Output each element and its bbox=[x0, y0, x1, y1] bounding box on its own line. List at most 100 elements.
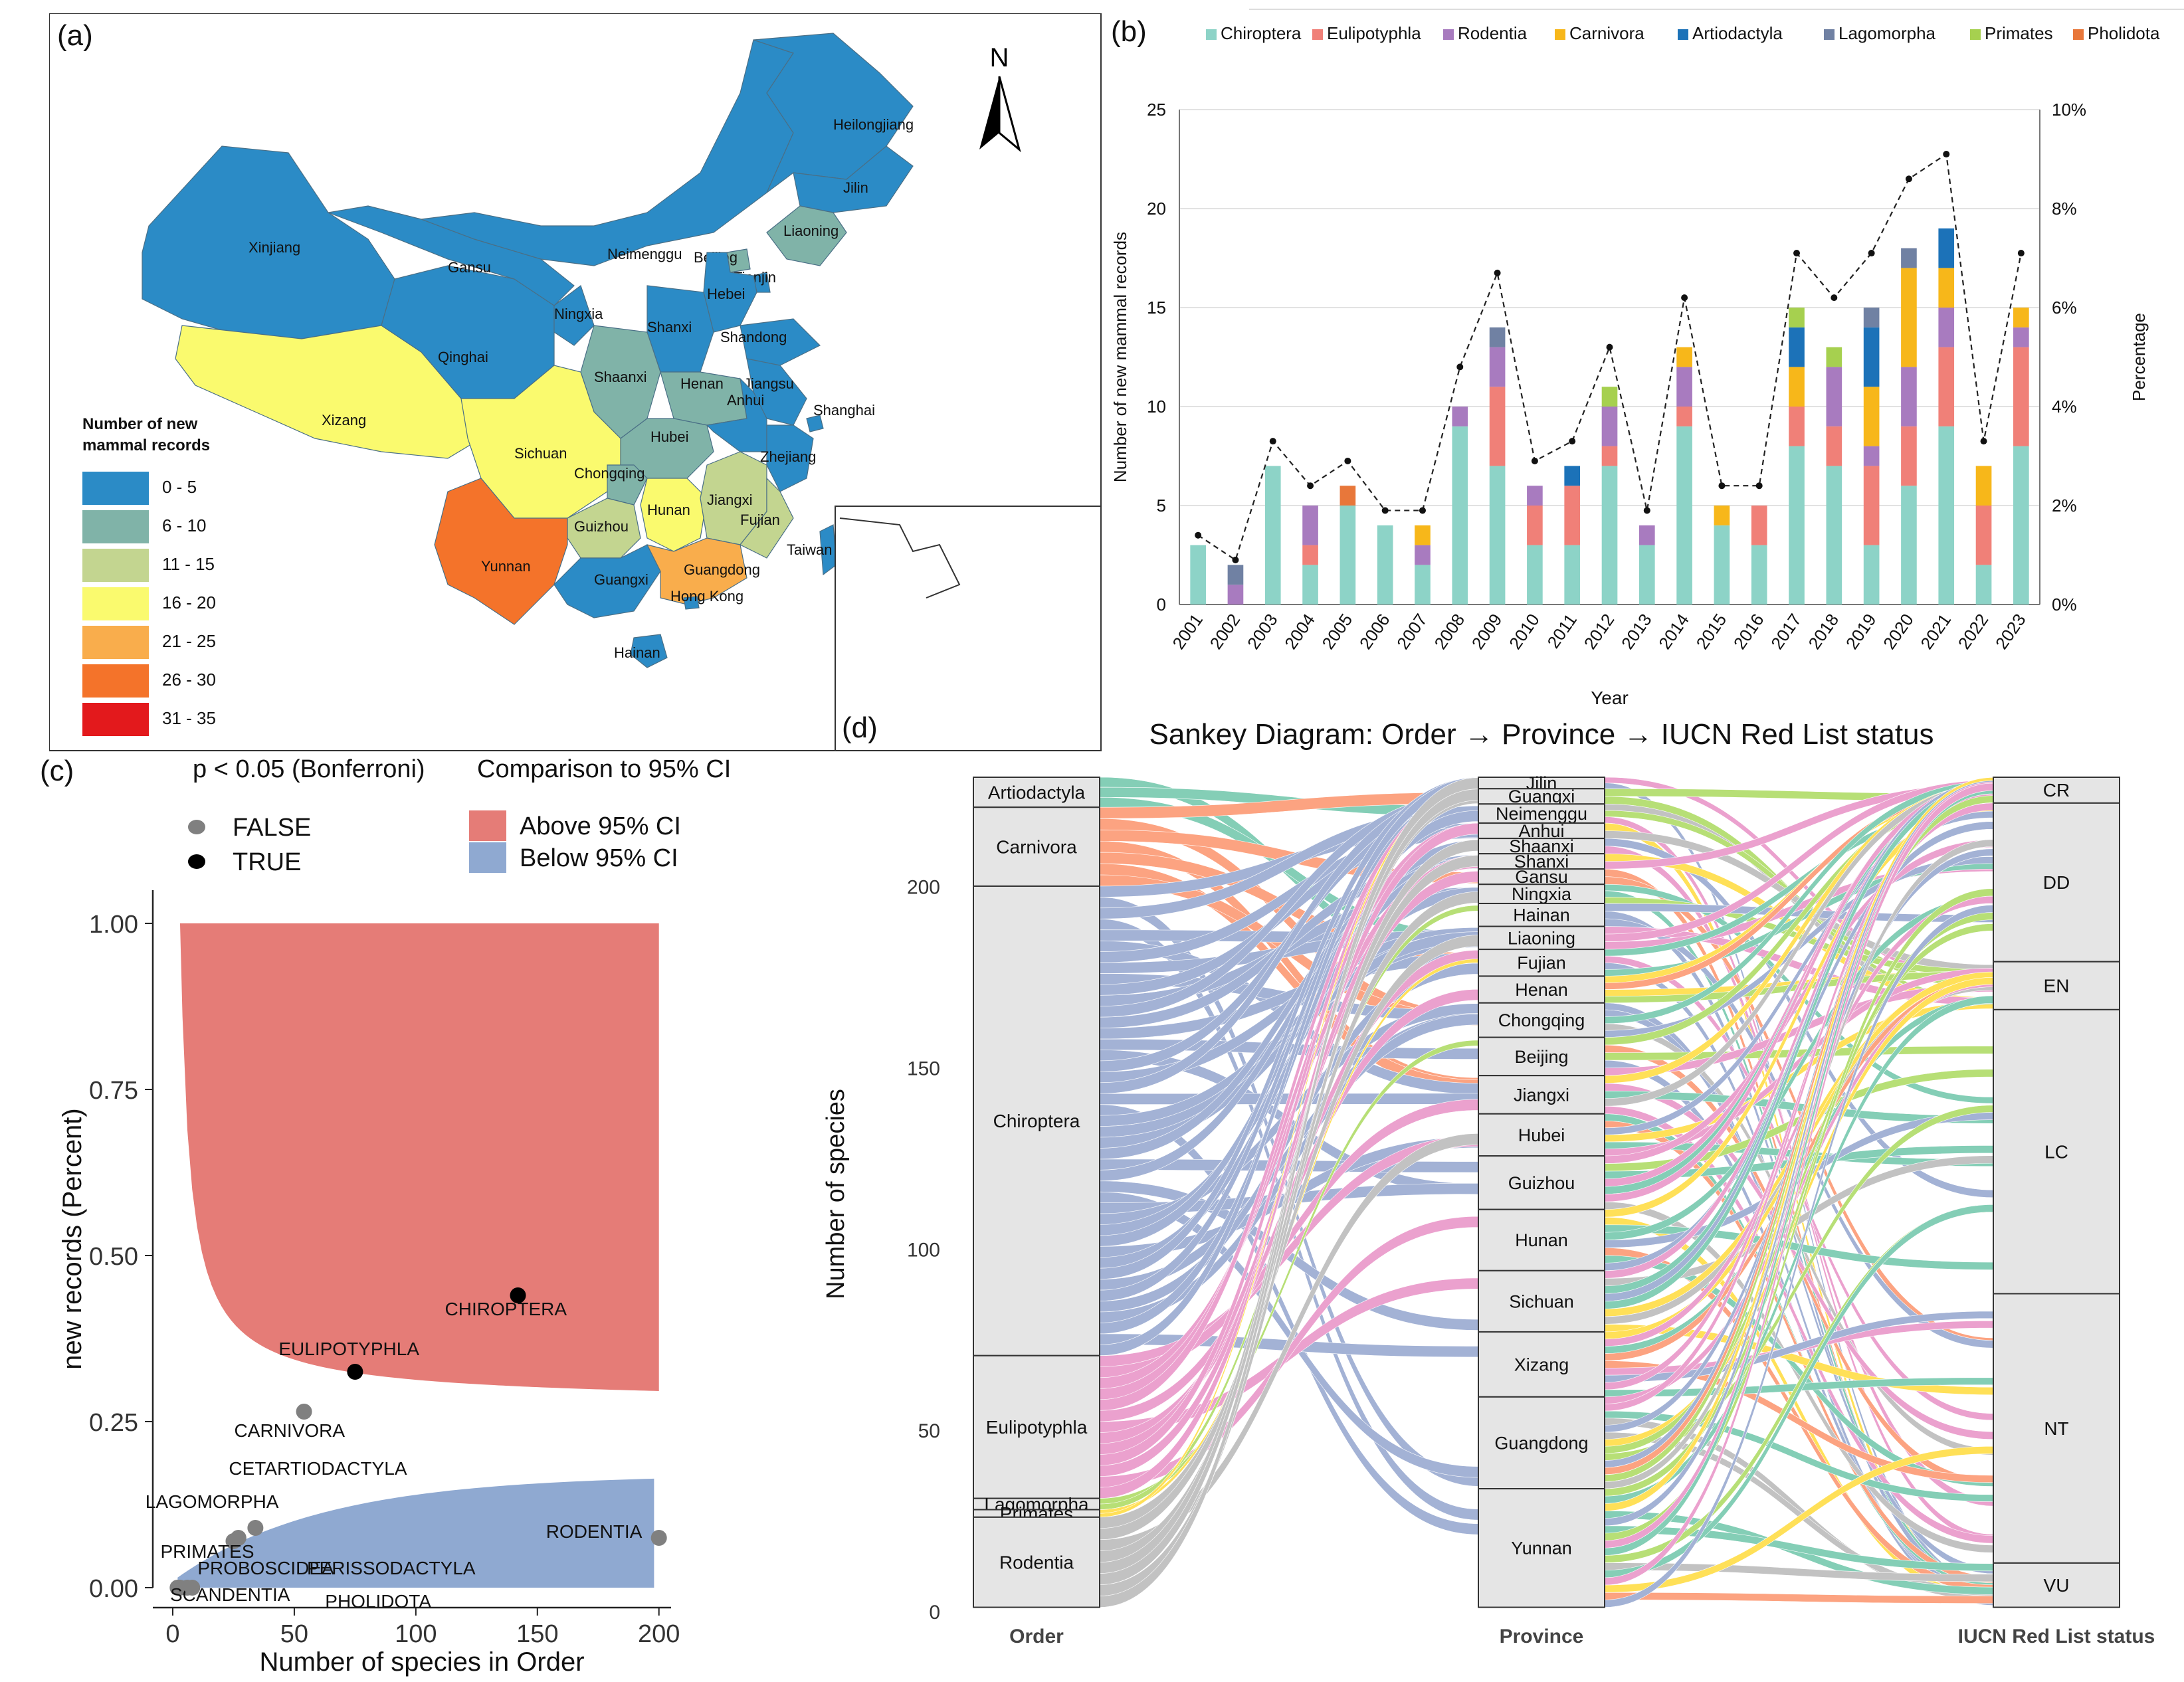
bar-segment-chiroptera bbox=[2013, 446, 2029, 605]
node-label: Neimenggu bbox=[1496, 804, 1587, 824]
y-tick-label: 100 bbox=[907, 1239, 940, 1261]
bar-segment-carnivora bbox=[1975, 466, 1992, 506]
x-axis-title: Number of species in Order bbox=[259, 1647, 584, 1677]
node-chongqing bbox=[1478, 1002, 1605, 1038]
node-yunnan bbox=[1478, 1488, 1605, 1608]
bar-segment-eulipotyphla bbox=[1601, 446, 1618, 466]
province-ningxia bbox=[553, 285, 595, 346]
bar-segment-chiroptera bbox=[1452, 426, 1468, 605]
bar-segment-chiroptera bbox=[1938, 426, 1955, 605]
percentage-point bbox=[1569, 438, 1576, 445]
node-label: Shaanxi bbox=[1509, 836, 1574, 856]
x-tick-label: 2014 bbox=[1654, 610, 1693, 653]
node-guizhou bbox=[1478, 1155, 1605, 1210]
node-label: Shanxi bbox=[1514, 852, 1569, 872]
node-cr bbox=[1993, 777, 2120, 804]
bar-segment-rodentia bbox=[1863, 446, 1880, 466]
percentage-point bbox=[1381, 507, 1389, 514]
percentage-point bbox=[1195, 531, 1202, 539]
node-label: Anhui bbox=[1518, 821, 1564, 841]
ci-legend-label: Below 95% CI bbox=[520, 844, 678, 872]
panel-tag-a: (a) bbox=[57, 19, 93, 52]
bar-segment-eulipotyphla bbox=[1901, 426, 1917, 486]
legend-label: 0 - 5 bbox=[162, 477, 197, 497]
node-label: Gansu bbox=[1515, 867, 1568, 887]
x-tick-label: 2004 bbox=[1280, 610, 1319, 653]
x-tick-label: 2022 bbox=[1954, 610, 1993, 653]
point-scandentia bbox=[171, 1580, 188, 1596]
stage-label: IUCN Red List status bbox=[1958, 1626, 2155, 1647]
bar-segment-primates bbox=[1601, 387, 1618, 407]
legend-swatch bbox=[82, 664, 149, 698]
x-tick-label: 0 bbox=[165, 1620, 179, 1648]
node-label: Sichuan bbox=[1509, 1291, 1574, 1311]
node-label: Guangdong bbox=[1494, 1433, 1588, 1453]
north-label: N bbox=[990, 43, 1009, 72]
node-lc bbox=[1993, 1008, 2120, 1295]
province-label: Shaanxi bbox=[594, 369, 647, 385]
legend-label: Rodentia bbox=[1458, 23, 1528, 43]
percentage-point bbox=[1905, 175, 1912, 183]
province-label: Ningxia bbox=[554, 306, 603, 322]
province-nodes: JilinGuangxiNeimengguAnhuiShaanxiShanxiG… bbox=[1478, 773, 1605, 1608]
y2-axis-title: Percentage bbox=[2129, 313, 2149, 401]
y-tick-label: 1.00 bbox=[89, 911, 138, 939]
y2-tick-label: 0% bbox=[2052, 595, 2077, 614]
legend-swatch bbox=[82, 703, 149, 736]
legend-title: mammal records bbox=[82, 436, 210, 454]
province-label: Neimenggu bbox=[607, 246, 682, 262]
order-nodes: Artiodactyla Carnivora Chiroptera Eulipotyp… bbox=[973, 777, 1100, 1608]
point-chiroptera bbox=[510, 1287, 526, 1303]
percentage-point bbox=[2017, 250, 2025, 257]
legend-label: 21 - 25 bbox=[162, 631, 216, 651]
node-eulipotyphla bbox=[973, 1355, 1100, 1499]
bar-segment-rodentia bbox=[1938, 308, 1955, 347]
node-label: Chiroptera bbox=[993, 1111, 1080, 1131]
panel-b: (b) Chiroptera Eulipotyphla Rodentia Carnivo… bbox=[1103, 0, 2184, 737]
bar-segment-carnivora bbox=[1789, 367, 1805, 407]
bar-segment-chiroptera bbox=[1264, 466, 1281, 605]
bar-segment-rodentia bbox=[1676, 367, 1692, 407]
node-sichuan bbox=[1478, 1269, 1605, 1333]
percentage-point bbox=[1269, 438, 1276, 445]
percentage-point bbox=[1232, 556, 1239, 563]
bar-segment-chiroptera bbox=[1901, 486, 1917, 605]
point-rodentia bbox=[650, 1530, 667, 1546]
node-neimenggu bbox=[1478, 803, 1605, 824]
bar-segment-rodentia bbox=[1302, 506, 1318, 545]
bar-segment-rodentia bbox=[1901, 367, 1917, 426]
province-label: Hong Kong bbox=[670, 588, 744, 605]
sig-legend-label: FALSE bbox=[233, 814, 311, 842]
bar-segment-eulipotyphla bbox=[1676, 407, 1692, 426]
x-tick-label: 2023 bbox=[1991, 610, 2030, 653]
bar-segment-eulipotyphla bbox=[1826, 426, 1842, 466]
legend-swatch-eulipotyphla bbox=[1312, 29, 1323, 40]
bar-segment-chiroptera bbox=[1601, 466, 1618, 605]
y-tick-label: 15 bbox=[1147, 298, 1166, 318]
province-hainan bbox=[630, 634, 668, 668]
province-shandong bbox=[740, 318, 821, 366]
bar-segment-chiroptera bbox=[1638, 545, 1655, 605]
bar-segment-rodentia bbox=[1826, 367, 1842, 426]
ci-legend-title: Comparison to 95% CI bbox=[477, 755, 731, 783]
panel-tag-c: (c) bbox=[40, 755, 74, 787]
y-tick-label: 20 bbox=[1147, 199, 1166, 219]
x-tick-label: 2010 bbox=[1505, 610, 1543, 653]
sankey-ribbon bbox=[1604, 1592, 1994, 1604]
china-map: (a) Xinjiang Xizang Qinghai Gansu Neimenggu He… bbox=[49, 13, 1102, 751]
point-label: EULIPOTYPHLA bbox=[278, 1339, 419, 1359]
x-tick-label: 50 bbox=[280, 1620, 308, 1648]
province-guizhou bbox=[567, 498, 641, 559]
x-tick-label: 2015 bbox=[1692, 610, 1731, 653]
legend-label: 31 - 35 bbox=[162, 708, 216, 728]
percentage-point bbox=[1718, 482, 1726, 490]
node-rodentia bbox=[973, 1516, 1100, 1608]
x-tick-label: 2012 bbox=[1580, 610, 1619, 653]
bar-segment-rodentia bbox=[1527, 486, 1543, 506]
bar-segment-lagomorpha bbox=[1227, 565, 1244, 585]
legend-label: Pholidota bbox=[2088, 23, 2160, 43]
legend-swatch-lagomorpha bbox=[1824, 29, 1835, 40]
percentage-point bbox=[1943, 151, 1950, 158]
y-tick-label: 150 bbox=[907, 1058, 940, 1080]
node-liaoning bbox=[1478, 925, 1605, 951]
